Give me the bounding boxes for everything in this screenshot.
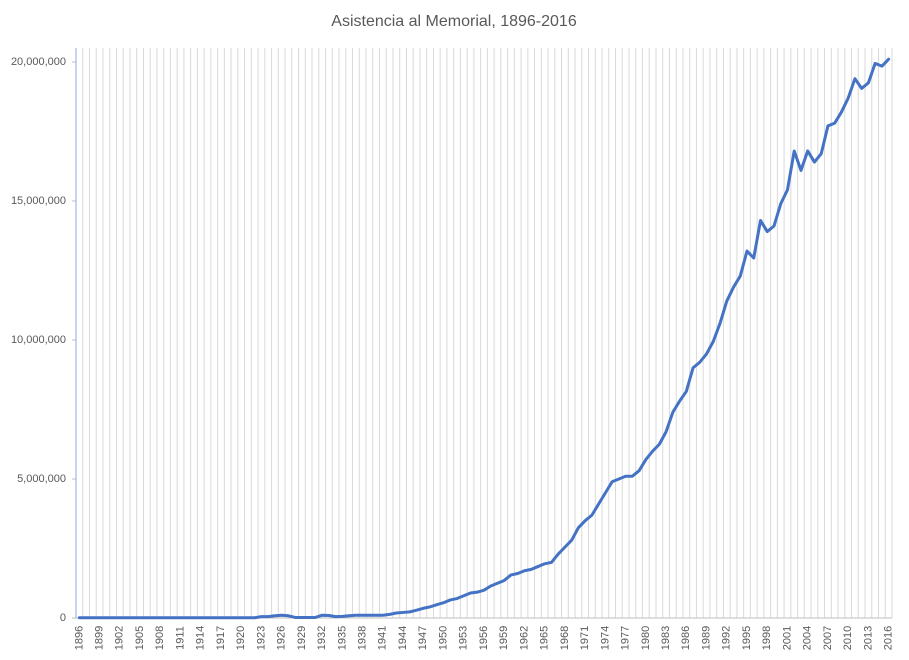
y-tick-label: 10,000,000 xyxy=(11,334,66,346)
x-tick-label: 1941 xyxy=(377,626,389,650)
x-tick-label: 1995 xyxy=(741,626,753,650)
x-tick-label: 1956 xyxy=(478,626,490,650)
x-tick-label: 1953 xyxy=(458,626,470,650)
x-tick-label: 1905 xyxy=(134,626,146,650)
x-tick-label: 2001 xyxy=(781,626,793,650)
y-tick-label: 5,000,000 xyxy=(17,473,66,485)
x-tick-label: 1926 xyxy=(276,626,288,650)
x-tick-label: 2013 xyxy=(862,626,874,650)
x-tick-label: 1914 xyxy=(195,626,207,650)
x-tick-label: 1911 xyxy=(174,626,186,650)
x-tick-label: 1998 xyxy=(761,626,773,650)
x-tick-label: 1923 xyxy=(255,626,267,650)
x-tick-label: 1989 xyxy=(700,626,712,650)
x-tick-label: 1902 xyxy=(114,626,126,650)
x-tick-label: 2016 xyxy=(883,626,895,650)
x-tick-label: 1899 xyxy=(94,626,106,650)
x-tick-label: 1950 xyxy=(437,626,449,650)
x-tick-label: 1917 xyxy=(215,626,227,650)
x-tick-label: 1935 xyxy=(336,626,348,650)
y-tick-label: 0 xyxy=(60,612,66,624)
x-tick-label: 1965 xyxy=(539,626,551,650)
x-tick-label: 1929 xyxy=(296,626,308,650)
x-tick-label: 1908 xyxy=(154,626,166,650)
x-tick-label: 1944 xyxy=(397,626,409,650)
y-tick-label: 20,000,000 xyxy=(11,56,66,68)
x-tick-label: 2007 xyxy=(822,626,834,650)
x-tick-label: 1938 xyxy=(357,626,369,650)
x-tick-label: 1986 xyxy=(680,626,692,650)
x-tick-label: 1983 xyxy=(660,626,672,650)
x-tick-label: 2010 xyxy=(842,626,854,650)
x-tick-label: 2004 xyxy=(802,626,814,650)
x-tick-label: 1977 xyxy=(620,626,632,650)
x-tick-label: 1959 xyxy=(498,626,510,650)
x-tick-label: 1896 xyxy=(73,626,85,650)
chart-title: Asistencia al Memorial, 1896-2016 xyxy=(331,13,577,30)
x-tick-label: 1974 xyxy=(599,626,611,650)
x-tick-label: 1920 xyxy=(235,626,247,650)
data-line xyxy=(77,57,891,620)
y-tick-label: 15,000,000 xyxy=(11,195,66,207)
x-tick-label: 1962 xyxy=(518,626,530,650)
x-tick-label: 1980 xyxy=(640,626,652,650)
x-tick-label: 1932 xyxy=(316,626,328,650)
x-tick-label: 1968 xyxy=(559,626,571,650)
x-tick-label: 1971 xyxy=(579,626,591,650)
x-tick-label: 1992 xyxy=(721,626,733,650)
x-tick-label: 1947 xyxy=(417,626,429,650)
